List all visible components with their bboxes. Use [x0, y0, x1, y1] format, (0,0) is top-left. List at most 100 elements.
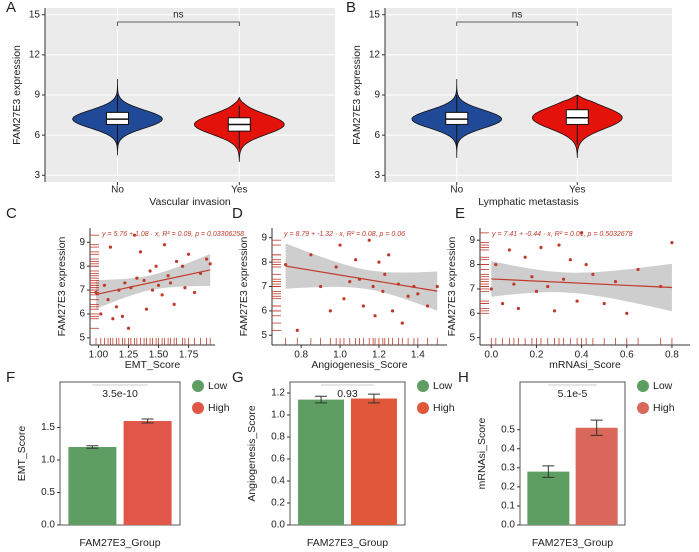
regression-line — [491, 278, 672, 289]
y-axis-label: mRNAsi_Score — [476, 417, 488, 489]
equation: y = 5.76 + 1.08 · x, R² = 0.09, p = 0.03… — [101, 231, 244, 238]
y-axis-label: FAM27E3 expression — [238, 236, 250, 336]
y-tick-label: 1.0 — [271, 410, 285, 421]
x-axis-label: Angiogenesis_Score — [311, 359, 407, 371]
point — [328, 309, 332, 313]
panel-label: F — [6, 369, 15, 386]
x-axis-label: mRNAsi_Score — [549, 359, 621, 371]
y-axis-label: EMT_Score — [16, 426, 28, 482]
x-tick-label: 0.8 — [294, 350, 308, 361]
point — [180, 264, 185, 268]
point — [512, 282, 516, 286]
y-tick-label: 0.0 — [271, 520, 285, 531]
error-bar — [141, 418, 154, 424]
point — [160, 293, 164, 297]
legend-label: Low — [653, 380, 673, 392]
y-tick-label: 0.4 — [271, 476, 285, 487]
significance-bracket — [117, 21, 240, 26]
point — [156, 283, 161, 287]
point — [387, 253, 391, 257]
y-tick-label: 6 — [34, 130, 40, 141]
x-tick-label: 1.75 — [179, 350, 199, 361]
point — [162, 243, 167, 247]
x-axis-label: FAM27E3_Group — [79, 537, 160, 549]
y-tick-label: 0.2 — [501, 482, 515, 493]
y-tick-label: 0.4 — [501, 443, 515, 454]
panel-label: H — [458, 369, 469, 386]
point — [186, 252, 191, 256]
significance-label: ns — [512, 10, 523, 21]
point — [319, 284, 323, 289]
point — [425, 304, 430, 308]
error-bar — [86, 445, 99, 449]
x-tick-label: 0.4 — [575, 350, 589, 361]
plot-frame — [289, 381, 406, 526]
regression-line — [95, 269, 211, 296]
legend-label: High — [433, 402, 455, 414]
y-tick-label: 1.0 — [41, 455, 55, 466]
point — [198, 271, 203, 275]
confidence-band — [96, 253, 211, 309]
legend-label: Low — [433, 380, 453, 392]
point — [377, 260, 381, 264]
y-tick-label: 3 — [374, 170, 380, 181]
point — [636, 267, 640, 272]
point — [530, 275, 534, 279]
y-tick-label: 6 — [261, 306, 267, 317]
point — [135, 276, 139, 280]
point — [150, 288, 155, 292]
point — [357, 277, 362, 281]
point — [580, 231, 584, 235]
point — [342, 297, 346, 301]
panel-label: G — [232, 369, 244, 386]
point — [659, 284, 663, 289]
point — [148, 269, 152, 273]
y-tick-label: 0.0 — [501, 520, 515, 531]
point — [625, 311, 629, 315]
point — [523, 255, 527, 259]
x-tick-label: 1.4 — [411, 350, 425, 361]
point — [584, 262, 588, 267]
x-tick-label: 1.00 — [89, 350, 109, 361]
significance-label: 0.93 — [337, 388, 358, 400]
point — [120, 314, 125, 318]
legend-swatch — [417, 380, 429, 392]
point — [390, 309, 395, 313]
point — [166, 274, 170, 278]
y-tick-label: 6 — [469, 308, 475, 319]
point — [111, 317, 115, 321]
y-axis-label: FAM27E3 expression — [446, 236, 458, 336]
legend-label: Low — [208, 380, 228, 392]
y-tick-label: 12 — [369, 49, 381, 60]
y-tick-label: 0.6 — [271, 454, 285, 465]
y-tick-label: 0.5 — [41, 487, 55, 498]
point — [129, 286, 133, 290]
x-tick-label: 1.2 — [372, 350, 386, 361]
point — [400, 321, 404, 325]
point — [204, 257, 209, 261]
point — [371, 284, 375, 289]
point — [102, 283, 107, 287]
y-tick-label: 12 — [29, 49, 41, 60]
error-bar — [315, 395, 328, 404]
y-axis-label: FAM27E3 expression — [56, 236, 68, 336]
point — [208, 262, 212, 266]
regression-line — [285, 265, 438, 292]
x-tick-label: 0.0 — [484, 350, 498, 361]
x-axis-label: EMT_Score — [125, 359, 181, 371]
point — [108, 245, 113, 249]
y-tick-label: 0.3 — [501, 462, 515, 473]
point — [416, 292, 420, 296]
bar — [68, 447, 117, 525]
point — [174, 259, 179, 264]
x-axis-label: FAM27E3_Group — [532, 537, 613, 549]
point — [354, 258, 358, 262]
panel-label: B — [346, 0, 356, 16]
equation: y = 8.79 + -1.32 · x, R² = 0.08, p = 0.0… — [283, 231, 405, 238]
bar — [123, 421, 172, 525]
point — [295, 328, 299, 332]
point — [361, 304, 365, 308]
point — [114, 305, 119, 309]
point — [507, 248, 511, 252]
error-bar — [590, 419, 603, 436]
